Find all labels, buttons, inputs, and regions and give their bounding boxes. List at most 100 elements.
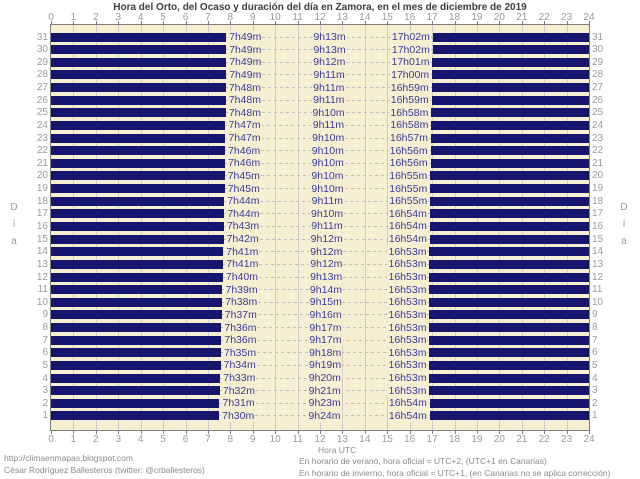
day-duration-label: 9h13m xyxy=(312,31,347,43)
day-tick-right: 4 xyxy=(592,372,598,384)
night-bar-after-sunset xyxy=(430,146,589,156)
night-bar-after-sunset xyxy=(432,70,589,80)
x-tick-mark-top xyxy=(567,21,568,24)
x-tick-label-bottom: 9 xyxy=(249,434,256,445)
day-tick-left: 3 xyxy=(42,385,48,397)
x-tick-mark-top xyxy=(342,21,343,24)
x-tick-label-top: 1 xyxy=(70,12,77,23)
day-tick-left: 25 xyxy=(36,107,48,119)
night-bar-before-sunrise xyxy=(51,335,222,345)
day-duration-label: 9h10m xyxy=(310,169,345,182)
night-bar-before-sunrise xyxy=(51,297,223,307)
night-bar-before-sunrise xyxy=(51,108,226,118)
sunrise-time-label: 7h40m xyxy=(224,271,259,284)
day-duration-label: 9h18m xyxy=(308,346,343,359)
day-tick-left: 23 xyxy=(36,132,48,144)
x-tick-label-bottom: 17 xyxy=(426,434,438,445)
night-bar-after-sunset xyxy=(429,386,589,396)
x-tick-mark-top xyxy=(118,21,119,24)
x-tick-mark-top xyxy=(432,21,433,24)
night-bar-after-sunset xyxy=(430,171,589,181)
day-tick-left: 22 xyxy=(36,145,48,157)
x-tick-label-top: 6 xyxy=(182,12,189,23)
x-tick-mark-bottom xyxy=(208,431,209,434)
x-tick-mark-top xyxy=(275,21,276,24)
day-tick-right: 31 xyxy=(592,31,604,43)
day-duration-label: 9h24m xyxy=(307,409,342,422)
x-tick-label-top: 4 xyxy=(137,12,144,23)
sunrise-time-label: 7h41m xyxy=(225,245,260,258)
night-bar-after-sunset xyxy=(429,259,589,269)
x-tick-label-top: 9 xyxy=(249,12,256,23)
x-tick-label-bottom: 0 xyxy=(48,434,54,445)
sunrise-time-label: 7h48m xyxy=(227,94,262,107)
x-tick-mark-bottom xyxy=(499,431,500,434)
day-tick-left: 16 xyxy=(36,220,48,232)
day-duration-label: 9h21m xyxy=(307,384,342,397)
day-tick-right: 5 xyxy=(592,359,598,371)
day-tick-left: 27 xyxy=(36,82,48,94)
x-tick-label-top: 24 xyxy=(583,12,595,23)
sunrise-time-label: 7h36m xyxy=(223,334,258,347)
day-tick-right: 22 xyxy=(592,145,604,157)
night-bar-after-sunset xyxy=(429,234,589,244)
sunrise-time-label: 7h42m xyxy=(225,233,260,246)
night-bar-after-sunset xyxy=(429,285,589,295)
day-tick-left: 24 xyxy=(36,119,48,131)
sunset-time-label: 16h53m xyxy=(387,258,428,271)
night-bar-before-sunrise xyxy=(51,221,224,231)
sunset-time-label: 16h55m xyxy=(388,195,429,208)
x-tick-label-bottom: 18 xyxy=(448,434,461,445)
day-tick-left: 20 xyxy=(36,170,48,182)
day-tick-left: 18 xyxy=(36,195,48,207)
x-tick-mark-bottom xyxy=(589,431,590,434)
night-bar-after-sunset xyxy=(431,95,589,105)
x-tick-mark-top xyxy=(186,21,187,24)
sunset-time-label: 16h58m xyxy=(389,119,430,132)
night-bar-after-sunset xyxy=(431,120,589,130)
x-tick-label-top: 5 xyxy=(160,12,166,23)
day-tick-right: 15 xyxy=(592,233,604,245)
x-tick-mark-top xyxy=(163,21,164,24)
night-bar-after-sunset xyxy=(432,32,589,42)
x-tick-mark-top xyxy=(499,21,500,24)
night-bar-before-sunrise xyxy=(51,45,227,55)
sunset-time-label: 16h53m xyxy=(387,271,428,284)
night-bar-after-sunset xyxy=(432,45,589,55)
day-duration-label: 9h12m xyxy=(312,56,347,69)
day-duration-label: 9h10m xyxy=(311,106,346,119)
night-bar-after-sunset xyxy=(430,133,589,143)
x-tick-label-top: 11 xyxy=(292,12,303,23)
footer-url: http://climaenmapas.blogspot.com xyxy=(4,453,133,463)
x-tick-mark-bottom xyxy=(73,431,74,434)
sunrise-time-label: 7h46m xyxy=(227,157,262,170)
x-tick-label-top: 21 xyxy=(516,12,528,23)
day-tick-left: 7 xyxy=(42,334,48,346)
sunrise-time-label: 7h45m xyxy=(226,169,261,182)
x-tick-mark-top xyxy=(387,21,388,24)
sunrise-time-label: 7h38m xyxy=(224,296,259,309)
x-tick-label-bottom: 19 xyxy=(471,434,483,445)
night-bar-before-sunrise xyxy=(51,57,227,67)
plot-area: 7h49m 9h13m 17h02m 7h49m 9h13m 17h02m 7h49m 9h1… xyxy=(50,24,590,431)
night-bar-before-sunrise xyxy=(51,146,226,156)
x-tick-label-bottom: 15 xyxy=(381,434,393,445)
night-bar-after-sunset xyxy=(429,373,589,383)
day-tick-right: 1 xyxy=(592,410,598,422)
x-tick-label-bottom: 21 xyxy=(516,434,528,445)
sunrise-time-label: 7h43m xyxy=(225,220,261,233)
day-tick-left: 9 xyxy=(42,309,48,321)
sunrise-time-label: 7h49m xyxy=(228,31,263,43)
night-bar-before-sunrise xyxy=(51,373,221,383)
sunrise-time-label: 7h37m xyxy=(223,308,258,321)
x-tick-mark-bottom xyxy=(51,431,52,434)
hour-gridline xyxy=(298,25,299,430)
y-axis-label-char: a xyxy=(11,236,17,247)
x-tick-mark-bottom xyxy=(275,431,276,434)
day-tick-right: 3 xyxy=(592,385,598,397)
x-tick-mark-bottom xyxy=(253,431,254,434)
night-bar-before-sunrise xyxy=(51,70,227,80)
day-tick-right: 20 xyxy=(592,170,604,182)
hour-gridline xyxy=(365,25,366,430)
